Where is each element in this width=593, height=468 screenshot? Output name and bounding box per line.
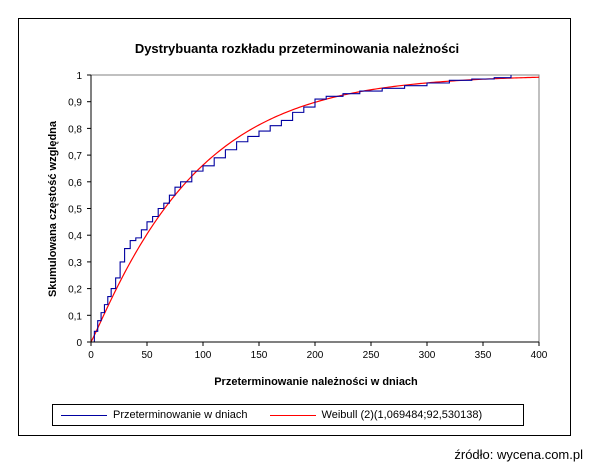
x-tick-label: 50 — [141, 350, 153, 361]
legend-label-weibull: Weibull (2)(1,069484;92,530138) — [321, 409, 483, 421]
x-tick-label: 200 — [307, 350, 324, 361]
legend: Przeterminowanie w dniach Weibull (2)(1,… — [52, 404, 524, 426]
legend-swatch-blue — [61, 414, 107, 416]
x-tick-label: 250 — [363, 350, 380, 361]
legend-label-empirical: Przeterminowanie w dniach — [113, 409, 248, 421]
chart-frame: Dystrybuanta rozkładu przeterminowania n… — [18, 18, 571, 436]
x-tick-label: 0 — [88, 350, 94, 361]
y-tick-label: 0,9 — [68, 98, 82, 109]
legend-swatch-red — [269, 414, 316, 416]
y-tick-label: 0,4 — [68, 231, 82, 242]
source-credit: źródło: wycena.com.pl — [454, 447, 583, 462]
y-tick-label: 1 — [76, 71, 82, 82]
y-tick-label: 0,1 — [68, 311, 82, 322]
plot-area — [90, 74, 540, 343]
chart: Dystrybuanta rozkładu przeterminowania n… — [47, 41, 548, 388]
x-tick-label: 150 — [251, 350, 268, 361]
y-tick-label: 0,6 — [68, 178, 82, 189]
y-tick-label: 0,7 — [68, 151, 82, 162]
y-tick-label: 0,5 — [68, 205, 82, 216]
legend-item-weibull: Weibull (2)(1,069484;92,530138) — [262, 409, 483, 421]
y-tick-label: 0,3 — [68, 258, 82, 269]
x-axis-label: Przeterminowanie należności w dniach — [214, 376, 418, 388]
legend-item-empirical: Przeterminowanie w dniach — [53, 409, 248, 421]
x-tick-label: 100 — [195, 350, 212, 361]
x-tick-label: 350 — [475, 350, 492, 361]
series-line-empirical — [91, 75, 512, 343]
x-tick-label: 400 — [531, 350, 548, 361]
axes: 0 50 100 150 200 250 300 350 400 0 0,1 0,2 0,3 0,4 0,5… — [68, 71, 548, 361]
y-tick-label: 0,2 — [68, 285, 82, 296]
y-axis-label: Skumulowana częstość względna — [47, 120, 59, 297]
y-tick-label: 0 — [76, 338, 82, 349]
x-tick-label: 300 — [419, 350, 436, 361]
chart-title: Dystrybuanta rozkładu przeterminowania n… — [135, 41, 459, 56]
y-tick-label: 0,8 — [68, 124, 82, 135]
